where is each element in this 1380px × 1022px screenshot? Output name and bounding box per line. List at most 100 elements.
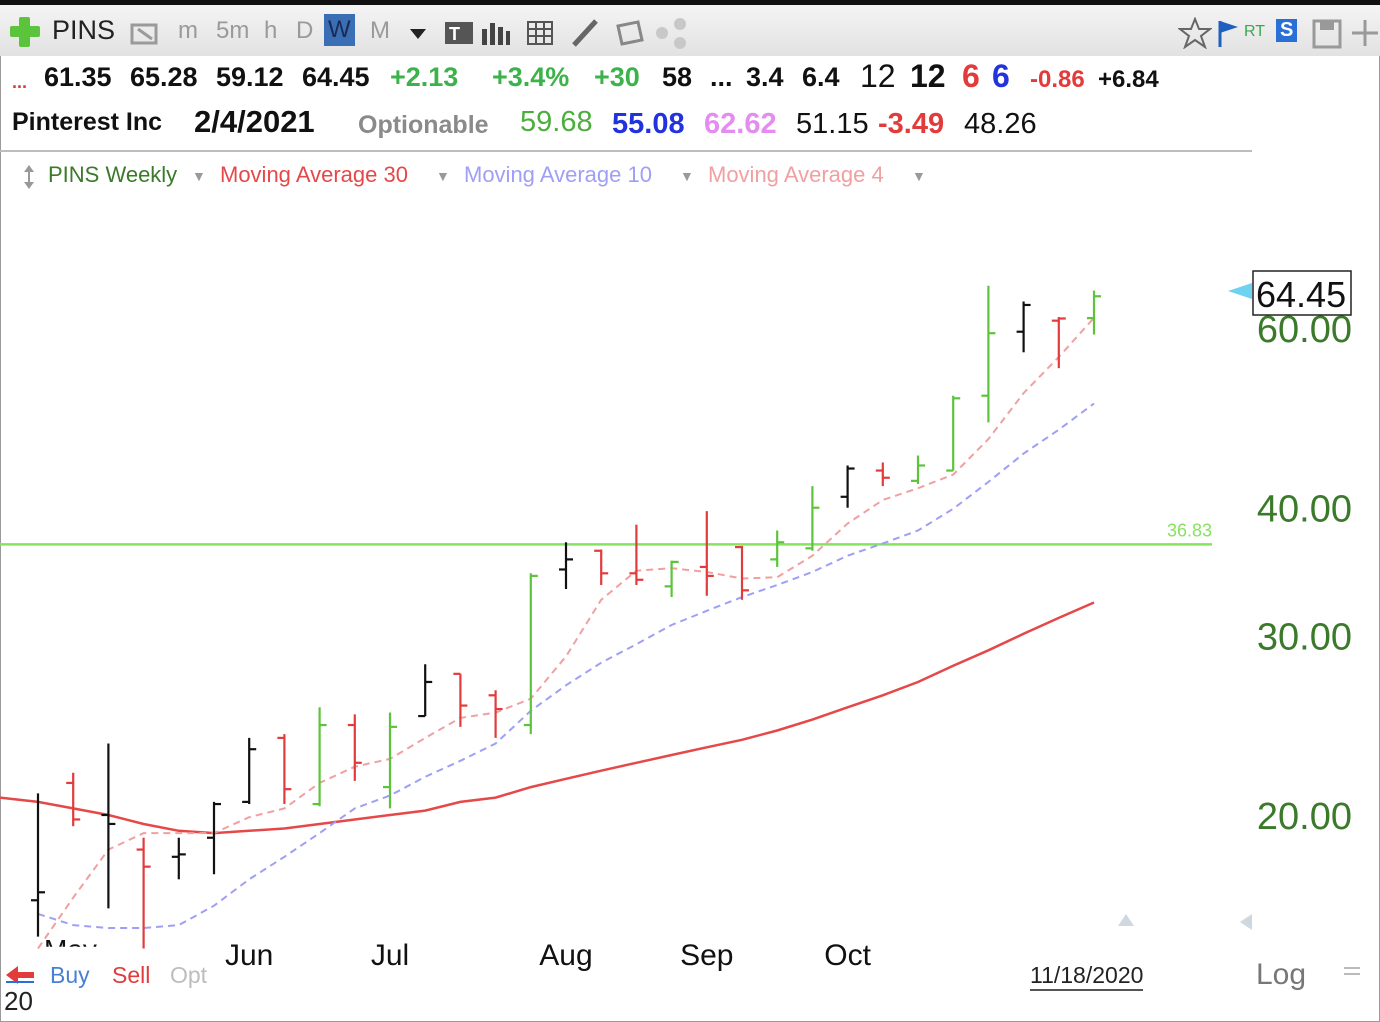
scroll-left-icon[interactable] <box>1238 912 1254 932</box>
opt-button[interactable]: Opt <box>170 962 208 988</box>
symbol-label[interactable]: PINS <box>52 15 116 45</box>
ohlc-bar[interactable] <box>383 712 397 809</box>
volume-bars-icon[interactable] <box>480 19 512 47</box>
ohlc-bar[interactable] <box>418 664 433 718</box>
legend-ma10-dropdown-icon[interactable]: ▼ <box>680 168 694 184</box>
ohlc-bar[interactable] <box>1016 301 1031 353</box>
ohlc-bar[interactable] <box>31 793 45 937</box>
quote-change-pct: +3.4% <box>492 62 570 92</box>
legend-ma4[interactable]: Moving Average 4 <box>708 162 884 187</box>
ohlc-bar[interactable] <box>699 511 714 596</box>
quote-open: 61.35 <box>44 62 112 92</box>
quote-v4: 6.4 <box>802 62 840 92</box>
share-icon[interactable] <box>654 17 692 49</box>
grid-table-icon[interactable] <box>526 18 558 48</box>
ohlc-bar[interactable] <box>101 743 116 909</box>
interval-m[interactable]: m <box>178 17 198 44</box>
ohlc-bar[interactable] <box>1087 290 1101 335</box>
ohlc-bar[interactable] <box>875 462 890 487</box>
ohlc-bar[interactable] <box>946 395 961 472</box>
quote-low: 59.12 <box>216 62 284 92</box>
ohlc-bar[interactable] <box>312 707 327 807</box>
ohlc-bar[interactable] <box>559 542 573 590</box>
buy-button[interactable]: Buy <box>50 962 90 988</box>
chart-style-icon[interactable] <box>128 19 162 49</box>
quote-v6: 12 <box>910 58 946 94</box>
ohlc-bar[interactable] <box>242 737 257 805</box>
last-price-label: 64.45 <box>1256 274 1346 315</box>
add-symbol-icon[interactable] <box>8 15 42 49</box>
ohlc-bar[interactable] <box>347 714 362 781</box>
metric-3: 62.62 <box>704 108 777 140</box>
interval-w-selected[interactable]: W <box>324 14 355 46</box>
ohlc-bar[interactable] <box>277 734 292 805</box>
flag-icon[interactable] <box>1216 17 1240 49</box>
interval-dropdown-icon[interactable] <box>408 25 428 45</box>
favorite-star-icon[interactable] <box>1178 17 1212 49</box>
quote-v10: +6.84 <box>1098 66 1159 93</box>
ohlc-bar[interactable] <box>770 530 785 567</box>
quote-v9: -0.86 <box>1030 66 1085 93</box>
y-tick-label: 40.00 <box>1257 489 1352 531</box>
sell-button[interactable]: Sell <box>112 962 151 988</box>
ohlc-bar[interactable] <box>840 465 855 508</box>
save-icon[interactable] <box>1310 17 1344 49</box>
quote-v1: +30 <box>594 62 640 92</box>
header-separator <box>0 150 1252 152</box>
legend-series-dropdown-icon[interactable]: ▼ <box>192 168 206 184</box>
ma4-line <box>37 317 1095 950</box>
x-tick-label: Jun <box>225 939 273 972</box>
ohlc-bar[interactable] <box>1051 317 1066 369</box>
scan-badge[interactable]: S <box>1276 19 1298 42</box>
metric-5: -3.49 <box>878 108 945 140</box>
ohlc-bar[interactable] <box>523 573 538 735</box>
trade-arrows-icon[interactable] <box>4 962 38 988</box>
svg-text:T: T <box>449 24 460 44</box>
legend-ma30-dropdown-icon[interactable]: ▼ <box>436 168 450 184</box>
realtime-badge[interactable]: RT <box>1244 23 1266 40</box>
ohlc-bar[interactable] <box>136 837 151 949</box>
log-scale-toggle[interactable]: Log <box>1256 958 1307 991</box>
ohlc-bar[interactable] <box>488 690 503 738</box>
ohlc-bar[interactable] <box>735 545 749 600</box>
ohlc-bar[interactable] <box>594 549 609 586</box>
metric-2: 55.08 <box>612 108 685 140</box>
quote-v8: 6 <box>992 58 1010 94</box>
interval-d[interactable]: D <box>296 17 314 44</box>
scroll-up-icon[interactable] <box>1116 912 1136 928</box>
ohlc-bar[interactable] <box>453 672 468 727</box>
chart-toolbar: PINS m 5m h D W M T <box>0 0 1380 56</box>
interval-5m[interactable]: 5m <box>216 17 250 44</box>
interval-h[interactable]: h <box>264 17 278 44</box>
legend-ma30[interactable]: Moving Average 30 <box>220 162 408 187</box>
legend-ma10[interactable]: Moving Average 10 <box>464 162 652 187</box>
ohlc-bar[interactable] <box>66 772 81 827</box>
quote-v7: 6 <box>962 58 980 94</box>
ohlc-bar[interactable] <box>207 801 221 875</box>
reference-line-label: 36.83 <box>1167 520 1212 540</box>
x-tick-label: Aug <box>539 939 592 972</box>
year-fragment: 20 <box>4 986 33 1016</box>
ohlc-bar[interactable] <box>911 455 925 485</box>
legend-move-icon[interactable] <box>22 164 36 190</box>
ohlc-bar[interactable] <box>171 837 186 880</box>
draw-pencil-icon[interactable] <box>570 17 600 49</box>
text-tool-icon[interactable]: T <box>444 19 474 47</box>
ohlc-bar[interactable] <box>664 560 679 598</box>
legend-ma4-dropdown-icon[interactable]: ▼ <box>912 168 926 184</box>
move-icon[interactable] <box>1350 18 1380 48</box>
legend-series-main[interactable]: PINS Weekly <box>48 162 178 187</box>
ohlc-bar[interactable] <box>629 524 644 586</box>
ohlc-bar[interactable] <box>981 285 996 423</box>
notes-icon[interactable] <box>614 18 646 48</box>
quote-date: 2/4/2021 <box>194 104 315 139</box>
quote-change: +2.13 <box>390 62 459 92</box>
menu-lines-icon[interactable] <box>1342 966 1362 978</box>
y-tick-label: 60.00 <box>1257 309 1352 351</box>
ohlc-bar[interactable] <box>805 486 820 551</box>
date-marker[interactable]: 11/18/2020 <box>1030 962 1144 991</box>
optionable-label: Optionable <box>358 111 489 139</box>
x-tick-label: Jul <box>371 939 409 972</box>
interval-monthly[interactable]: M <box>370 17 390 44</box>
